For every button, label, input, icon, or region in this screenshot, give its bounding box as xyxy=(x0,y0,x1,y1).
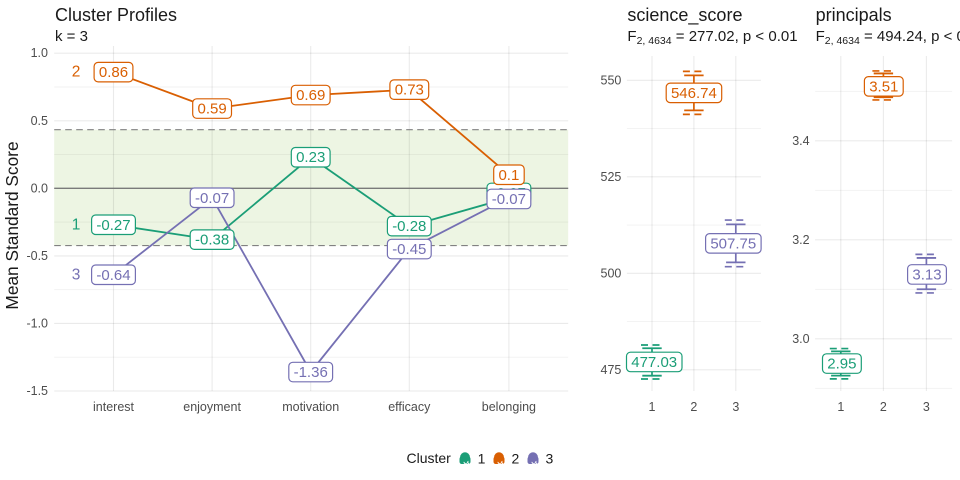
svg-text:1: 1 xyxy=(837,400,844,414)
svg-text:3.4: 3.4 xyxy=(792,134,809,148)
svg-text:477.03: 477.03 xyxy=(631,354,677,371)
svg-text:-1.36: -1.36 xyxy=(294,364,328,381)
svg-text:principals: principals xyxy=(816,5,892,25)
svg-text:1: 1 xyxy=(649,400,656,414)
svg-text:0.5: 0.5 xyxy=(31,114,48,128)
svg-text:enjoyment: enjoyment xyxy=(183,400,241,414)
svg-text:0.1: 0.1 xyxy=(498,167,519,184)
svg-text:3.0: 3.0 xyxy=(792,332,809,346)
svg-text:interest: interest xyxy=(93,400,135,414)
svg-text:3: 3 xyxy=(546,451,554,467)
svg-text:500: 500 xyxy=(601,266,622,280)
svg-text:efficacy: efficacy xyxy=(388,400,431,414)
svg-text:-0.5: -0.5 xyxy=(26,249,48,263)
svg-text:3: 3 xyxy=(923,400,930,414)
svg-text:2.95: 2.95 xyxy=(827,356,856,373)
svg-text:Cluster: Cluster xyxy=(407,450,452,466)
svg-text:0.59: 0.59 xyxy=(197,101,226,118)
svg-text:motivation: motivation xyxy=(282,400,339,414)
svg-text:3.51: 3.51 xyxy=(869,78,898,95)
svg-text:2: 2 xyxy=(690,400,697,414)
svg-text:-0.64: -0.64 xyxy=(96,267,130,284)
svg-text:546.74: 546.74 xyxy=(671,85,717,102)
svg-text:0.0: 0.0 xyxy=(31,181,48,195)
svg-text:1: 1 xyxy=(478,451,486,467)
svg-text:0.23: 0.23 xyxy=(296,149,325,166)
svg-text:-0.45: -0.45 xyxy=(392,241,426,258)
svg-text:-0.27: -0.27 xyxy=(96,217,130,234)
svg-text:Mean Standard Score: Mean Standard Score xyxy=(2,141,22,309)
svg-text:550: 550 xyxy=(601,73,622,87)
svg-text:507.75: 507.75 xyxy=(710,235,756,252)
svg-text:-1.0: -1.0 xyxy=(26,316,48,330)
svg-text:2: 2 xyxy=(512,451,520,467)
svg-text:belonging: belonging xyxy=(482,400,536,414)
svg-text:Cluster Profiles: Cluster Profiles xyxy=(55,5,177,25)
svg-text:science_score: science_score xyxy=(627,5,742,26)
svg-text:3.13: 3.13 xyxy=(912,267,941,284)
svg-text:-0.38: -0.38 xyxy=(195,232,229,249)
svg-text:1.0: 1.0 xyxy=(31,46,48,60)
svg-text:3: 3 xyxy=(732,400,739,414)
svg-text:2: 2 xyxy=(72,64,81,81)
svg-text:0.73: 0.73 xyxy=(395,82,424,99)
svg-text:3: 3 xyxy=(72,266,81,283)
svg-text:2: 2 xyxy=(880,400,887,414)
svg-text:-0.07: -0.07 xyxy=(195,190,229,207)
svg-text:525: 525 xyxy=(601,170,622,184)
svg-text:k = 3: k = 3 xyxy=(55,28,88,45)
svg-text:0.86: 0.86 xyxy=(99,64,128,81)
svg-text:475: 475 xyxy=(601,363,622,377)
svg-text:-1.5: -1.5 xyxy=(26,384,48,398)
svg-text:0.69: 0.69 xyxy=(296,87,325,104)
svg-text:3.2: 3.2 xyxy=(792,233,809,247)
svg-text:-0.07: -0.07 xyxy=(492,191,526,208)
svg-text:1: 1 xyxy=(72,216,81,233)
svg-text:-0.28: -0.28 xyxy=(392,218,426,235)
